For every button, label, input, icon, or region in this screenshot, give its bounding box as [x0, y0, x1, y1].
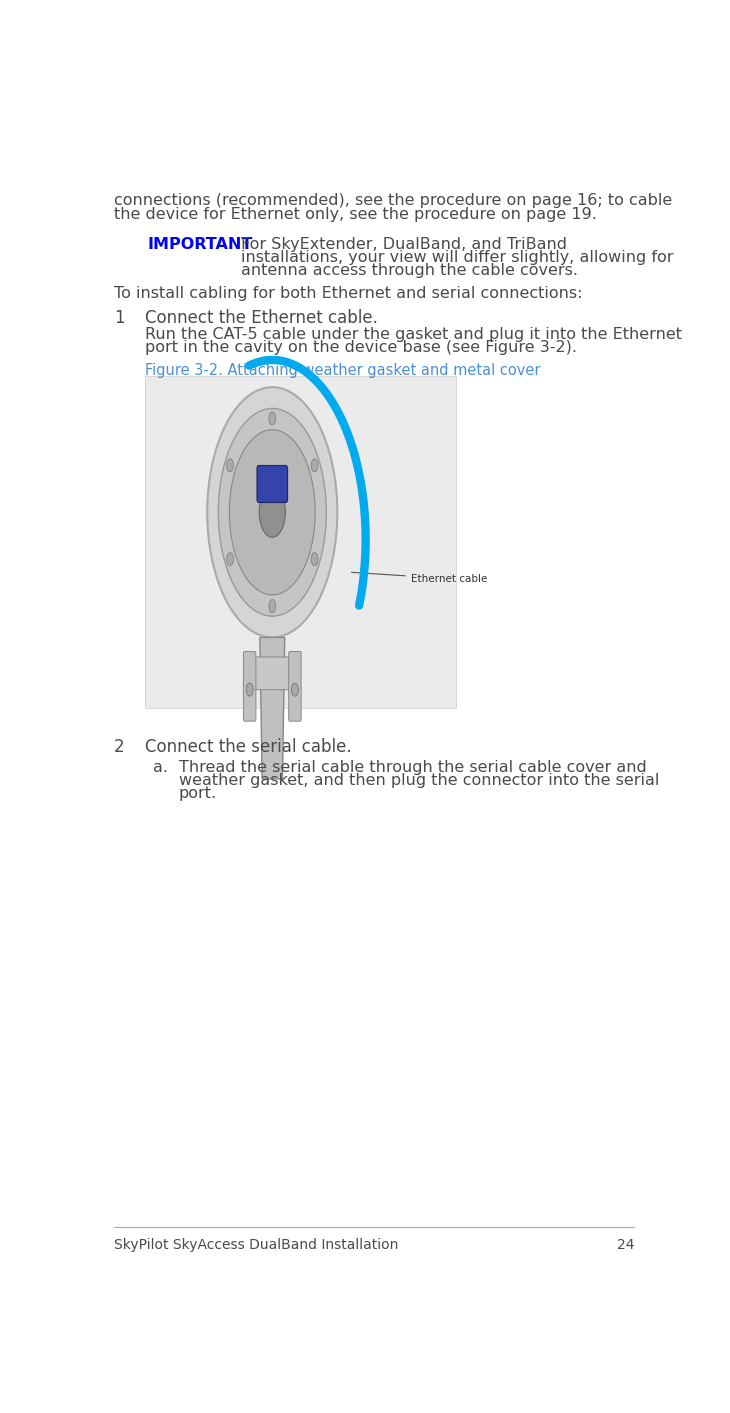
Text: the device for Ethernet only, see the procedure on page 19.: the device for Ethernet only, see the pr… [114, 206, 596, 222]
Text: antenna access through the cable covers.: antenna access through the cable covers. [241, 263, 578, 278]
Circle shape [207, 387, 337, 637]
Circle shape [226, 459, 234, 472]
Text: 1: 1 [114, 309, 125, 326]
FancyBboxPatch shape [243, 651, 256, 721]
Text: For SkyExtender, DualBand, and TriBand: For SkyExtender, DualBand, and TriBand [241, 237, 567, 252]
Circle shape [269, 413, 276, 425]
Text: IMPORTANT: IMPORTANT [147, 237, 253, 252]
Text: a.: a. [153, 760, 169, 776]
Text: port in the cavity on the device base (see Figure 3-2).: port in the cavity on the device base (s… [145, 341, 577, 356]
Circle shape [311, 552, 318, 565]
Text: Thread the serial cable through the serial cable cover and: Thread the serial cable through the seri… [179, 760, 647, 776]
FancyBboxPatch shape [145, 376, 456, 708]
Text: Figure 3-2. Attaching weather gasket and metal cover: Figure 3-2. Attaching weather gasket and… [145, 363, 540, 379]
Circle shape [218, 408, 326, 616]
Circle shape [311, 459, 318, 472]
Text: 2: 2 [114, 738, 125, 756]
Text: Connect the serial cable.: Connect the serial cable. [145, 738, 352, 756]
Text: Connect the Ethernet cable.: Connect the Ethernet cable. [145, 309, 378, 326]
Text: To install cabling for both Ethernet and serial connections:: To install cabling for both Ethernet and… [114, 285, 583, 301]
Circle shape [259, 487, 285, 537]
Text: port.: port. [179, 787, 217, 801]
Polygon shape [245, 657, 299, 690]
Text: SkyPilot SkyAccess DualBand Installation: SkyPilot SkyAccess DualBand Installation [114, 1238, 399, 1252]
Circle shape [269, 599, 276, 613]
Text: connections (recommended), see the procedure on page 16; to cable: connections (recommended), see the proce… [114, 194, 672, 209]
Circle shape [291, 682, 299, 697]
FancyBboxPatch shape [257, 465, 288, 503]
Text: weather gasket, and then plug the connector into the serial: weather gasket, and then plug the connec… [179, 773, 659, 788]
FancyBboxPatch shape [288, 651, 301, 721]
Text: Ethernet cable: Ethernet cable [351, 572, 487, 584]
Polygon shape [260, 637, 285, 779]
Text: 24: 24 [617, 1238, 634, 1252]
Circle shape [246, 682, 253, 697]
Text: installations, your view will differ slightly, allowing for: installations, your view will differ sli… [241, 250, 674, 266]
Circle shape [226, 552, 234, 565]
Circle shape [229, 430, 315, 595]
Text: Run the CAT-5 cable under the gasket and plug it into the Ethernet: Run the CAT-5 cable under the gasket and… [145, 328, 682, 342]
